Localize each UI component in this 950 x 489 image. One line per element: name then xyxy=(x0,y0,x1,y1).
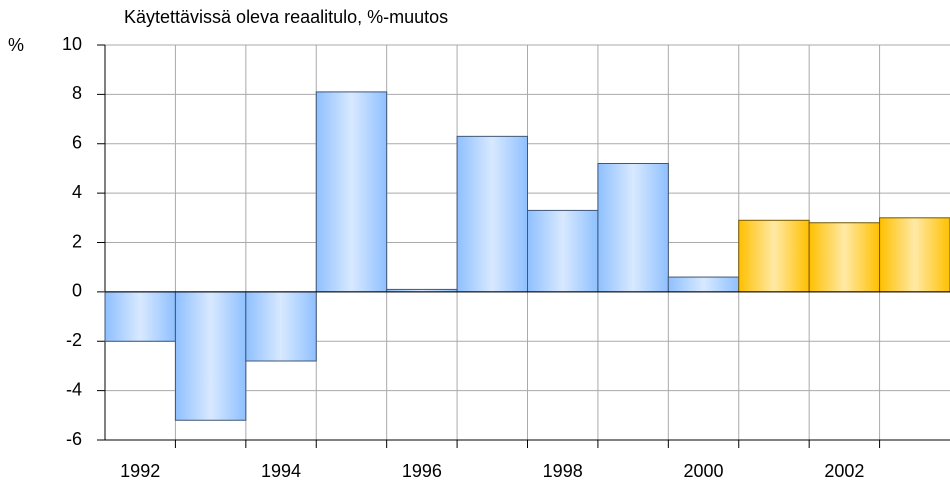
bar xyxy=(808,222,881,293)
y-tick-label: 2 xyxy=(72,231,82,251)
bar xyxy=(104,291,176,342)
y-axis-label: % xyxy=(8,35,24,55)
bar xyxy=(245,291,317,362)
x-tick-label: 1994 xyxy=(261,461,301,481)
bar xyxy=(879,217,950,293)
bar xyxy=(738,219,810,293)
y-tick-label: -4 xyxy=(66,379,82,399)
bar xyxy=(667,276,740,293)
y-tick-label: -2 xyxy=(66,330,82,350)
x-tick-label: 1998 xyxy=(543,461,583,481)
y-tick-label: -6 xyxy=(66,429,82,449)
x-tick-label: 1996 xyxy=(402,461,442,481)
x-tick-label: 2002 xyxy=(824,461,864,481)
y-tick-label: 4 xyxy=(72,182,82,202)
bar xyxy=(527,209,599,293)
bar xyxy=(315,91,388,293)
chart-title: Käytettävissä oleva reaalitulo, %-muutos xyxy=(124,7,448,27)
y-tick-label: 8 xyxy=(72,83,82,103)
y-tick-label: 6 xyxy=(72,133,82,153)
bar xyxy=(597,163,669,293)
x-tick-label: 2000 xyxy=(684,461,724,481)
bar xyxy=(456,135,529,293)
y-tick-label: 10 xyxy=(62,34,82,54)
bar xyxy=(174,291,247,421)
y-tick-label: 0 xyxy=(72,281,82,301)
x-tick-label: 1992 xyxy=(120,461,160,481)
